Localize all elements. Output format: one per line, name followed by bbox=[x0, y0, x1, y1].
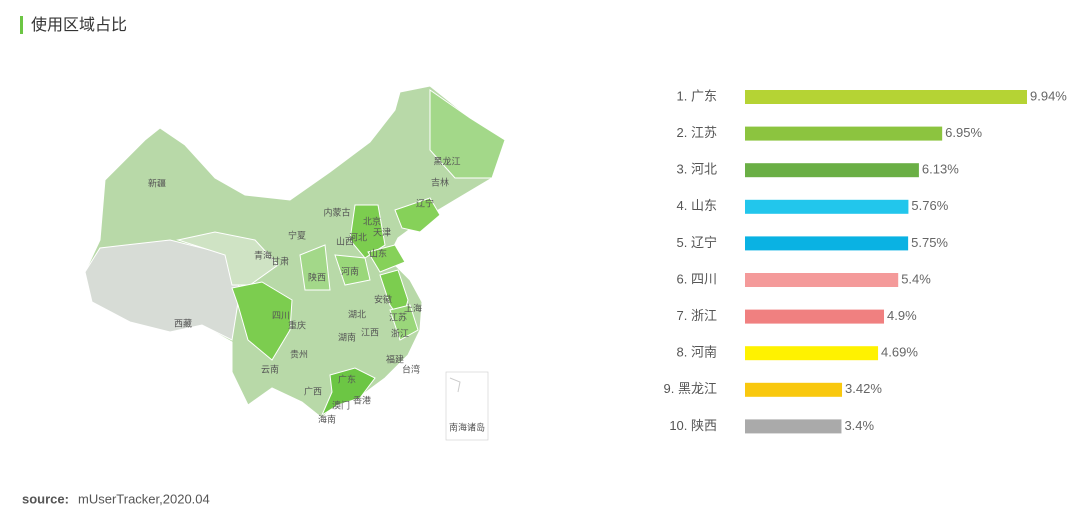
map-label: 云南 bbox=[261, 363, 279, 374]
map-label: 江苏 bbox=[389, 311, 407, 322]
category-label: 5. 辽宁 bbox=[677, 235, 717, 250]
map-label: 北京 bbox=[363, 215, 381, 226]
map-label: 吉林 bbox=[431, 176, 449, 187]
category-label: 6. 四川 bbox=[677, 271, 717, 286]
map-label: 贵州 bbox=[290, 348, 308, 359]
map-label: 广东 bbox=[338, 373, 356, 384]
map-label: 上海 bbox=[404, 302, 422, 313]
map-label: 南海诸岛 bbox=[449, 421, 485, 432]
map-label: 山东 bbox=[369, 247, 387, 258]
map-label: 山西 bbox=[336, 236, 354, 246]
title-marker bbox=[20, 16, 23, 34]
bar bbox=[745, 236, 909, 251]
map-label: 安徽 bbox=[374, 293, 392, 304]
map-label: 宁夏 bbox=[288, 229, 306, 240]
map-label: 黑龙江 bbox=[433, 155, 460, 166]
value-label: 4.69% bbox=[881, 345, 918, 360]
value-label: 9.94% bbox=[1030, 88, 1067, 103]
map-label: 陕西 bbox=[308, 271, 326, 282]
category-label: 1. 广东 bbox=[677, 88, 717, 103]
category-label: 4. 山东 bbox=[677, 198, 717, 213]
value-label: 3.42% bbox=[845, 381, 882, 396]
map-label: 福建 bbox=[386, 353, 404, 364]
map-label: 浙江 bbox=[391, 327, 409, 338]
map-label: 甘肃 bbox=[271, 255, 289, 266]
map-label: 辽宁 bbox=[416, 197, 434, 208]
map-label: 河北 bbox=[349, 231, 367, 242]
value-label: 5.4% bbox=[901, 271, 931, 286]
map-label: 重庆 bbox=[288, 319, 306, 330]
map-label: 广西 bbox=[304, 385, 322, 396]
category-label: 7. 浙江 bbox=[677, 308, 717, 323]
map-label: 湖北 bbox=[348, 309, 366, 319]
map-label: 内蒙古 bbox=[323, 206, 350, 217]
bar bbox=[745, 382, 843, 397]
chart-title: 使用区域占比 bbox=[31, 16, 127, 34]
map-label: 湖南 bbox=[338, 331, 356, 342]
map-label: 海南 bbox=[318, 413, 336, 424]
source-label: source: bbox=[22, 491, 69, 506]
bar bbox=[745, 199, 909, 214]
map-label: 江西 bbox=[361, 327, 379, 337]
map-label: 台湾 bbox=[402, 363, 420, 374]
map-label: 四川 bbox=[272, 310, 290, 320]
map bbox=[84, 85, 506, 441]
map-label: 河南 bbox=[341, 265, 359, 276]
map-label: 天津 bbox=[373, 227, 391, 237]
bar bbox=[745, 419, 842, 434]
category-label: 9. 黑龙江 bbox=[664, 381, 717, 396]
value-label: 5.76% bbox=[911, 198, 948, 213]
category-label: 3. 河北 bbox=[677, 162, 717, 177]
category-label: 8. 河南 bbox=[677, 345, 717, 360]
category-label: 2. 江苏 bbox=[677, 125, 717, 140]
map-label: 青海 bbox=[254, 249, 272, 260]
map-label: 新疆 bbox=[148, 177, 166, 188]
source: mUserTracker,2020.04 bbox=[78, 491, 210, 506]
bar bbox=[745, 90, 1027, 104]
bar bbox=[745, 163, 919, 178]
value-label: 3.4% bbox=[844, 418, 874, 433]
bar bbox=[745, 309, 885, 324]
bar bbox=[745, 346, 879, 361]
value-label: 4.9% bbox=[887, 308, 917, 323]
map-label: 澳门 bbox=[332, 399, 350, 410]
bar bbox=[745, 126, 943, 141]
value-label: 5.75% bbox=[911, 235, 948, 250]
map-label: 西藏 bbox=[174, 317, 192, 328]
category-label: 10. 陕西 bbox=[669, 418, 717, 433]
value-label: 6.95% bbox=[945, 125, 982, 140]
map-label: 香港 bbox=[353, 394, 371, 405]
value-label: 6.13% bbox=[922, 162, 959, 177]
bar bbox=[745, 273, 899, 287]
